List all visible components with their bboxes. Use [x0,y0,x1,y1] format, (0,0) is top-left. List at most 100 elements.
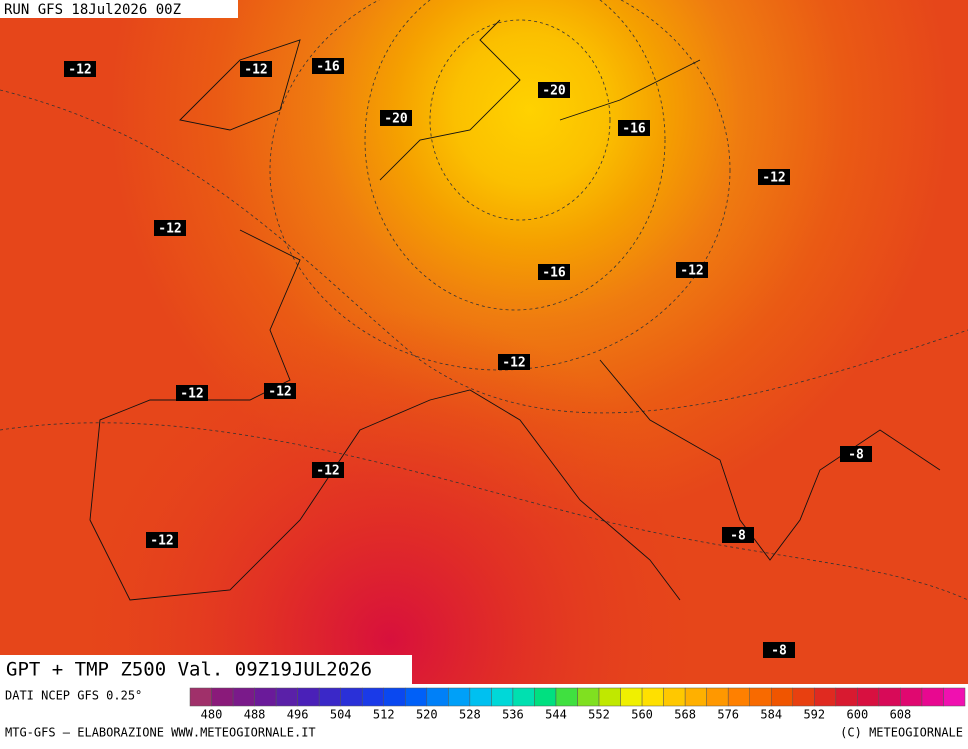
colorbar-swatch [663,687,686,707]
colorbar-swatch [448,687,471,707]
colorbar-swatch [771,687,794,707]
colorbar-tick-label: 512 [373,708,395,722]
colorbar-swatch [469,687,492,707]
colorbar-swatch [254,687,277,707]
colorbar-tick-label: 488 [244,708,266,722]
contour-label-box [676,262,708,278]
colorbar-tick-label: 536 [502,708,524,722]
colorbar-swatch [878,687,901,707]
run-label: RUN GFS 18Jul2026 00Z [4,2,181,18]
contour-label-box [146,532,178,548]
colorbar-swatch [361,687,385,707]
contour-label-box [758,169,790,185]
contour-label: -12 [150,534,173,549]
colorbar-swatch [211,687,234,707]
contour-label-box [64,61,96,77]
contour-label-box [312,58,344,74]
colorbar-tick-label: 576 [717,708,739,722]
colorbar-tick-label: 584 [760,708,782,722]
colorbar-swatch [555,687,578,707]
map-warm-zone [0,300,968,684]
colorbar-tick-label: 600 [847,708,869,722]
contour-label: -12 [268,385,291,400]
contour-label: -20 [542,84,566,99]
contour-label: -8 [771,644,787,659]
contour-label: -12 [244,63,267,78]
contour-label: -16 [622,122,646,137]
colorbar-swatch [318,687,341,707]
colorbar-tick-label: 480 [201,708,223,722]
contour-label: -16 [542,266,566,281]
colorbar-swatch [684,687,707,707]
colorbar-tick-label: 496 [287,708,309,722]
data-source: DATI NCEP GFS 0.25° [5,689,142,703]
contour-label: -12 [502,356,525,371]
colorbar-tick-label: 608 [890,708,912,722]
colorbar-swatch [405,687,428,707]
colorbar-tick-label: 520 [416,708,438,722]
colorbar-swatch [297,687,320,707]
contour-label: -8 [848,448,864,463]
colorbar-swatch [577,687,600,707]
contour-label: -12 [180,387,203,402]
contour-label-box [380,110,412,126]
colorbar-swatch [426,687,449,707]
colorbar-tick-label: 568 [674,708,696,722]
colorbar-swatch [189,687,212,707]
colorbar-swatch [706,687,729,707]
colorbar-tick-label: 504 [330,708,352,722]
contour-label-box [840,446,872,462]
contour-label: -20 [384,112,408,127]
contour-label: -16 [316,60,340,75]
colorbar-swatch [749,687,772,707]
contour-label: -12 [68,63,91,78]
colorbar-swatch [598,687,621,707]
contour-label-box [154,220,186,236]
colorbar-swatch [727,687,750,707]
colorbar-swatch [383,687,406,707]
colorbar-swatch [943,687,966,707]
contour-label-box [722,527,754,543]
contour-label-box [498,354,530,370]
contour-label: -12 [680,264,703,279]
contour-label: -12 [316,464,339,479]
colorbar-tick-label: 560 [631,708,653,722]
colorbar-tick-label: 552 [588,708,610,722]
contour-label-box [763,642,795,658]
run-box [0,0,238,18]
colorbar-swatch [835,687,858,707]
coastlines [89,19,941,601]
colorbar-tick-label: 528 [459,708,481,722]
contour-label-box [176,385,208,401]
colorbar-swatch [900,687,923,707]
contour-label-box [618,120,650,136]
colorbar-swatch [275,687,298,707]
colorbar-tick-label: 544 [545,708,567,722]
contour-label-box [240,61,272,77]
contour-label-box [312,462,344,478]
contour-label: -12 [762,171,785,186]
colorbar-swatch [491,687,514,707]
colorbar-swatch [232,687,255,707]
contour-label: -12 [158,222,181,237]
map-title: GPT + TMP Z500 Val. 09Z19JUL2026 [6,659,372,681]
colorbar-swatch [814,687,837,707]
colorbar-swatch [921,687,944,707]
colorbar-swatch [340,687,363,707]
colorbar-swatch [534,687,557,707]
colorbar-swatch [641,687,664,707]
footer-left: MTG-GFS – ELABORAZIONE WWW.METEOGIORNALE… [5,726,316,740]
contour-label: -8 [730,529,746,544]
title-box [0,655,412,684]
colorbar-swatch [792,687,815,707]
colorbar-swatch [857,687,880,707]
footer-right: (C) METEOGIORNALE [840,726,963,740]
contour-label-box [538,82,570,98]
colorbar-swatch [620,687,643,707]
colorbar-swatch [512,687,535,707]
contour-label-box [264,383,296,399]
colorbar-tick-label: 592 [803,708,825,722]
contour-label-box [538,264,570,280]
